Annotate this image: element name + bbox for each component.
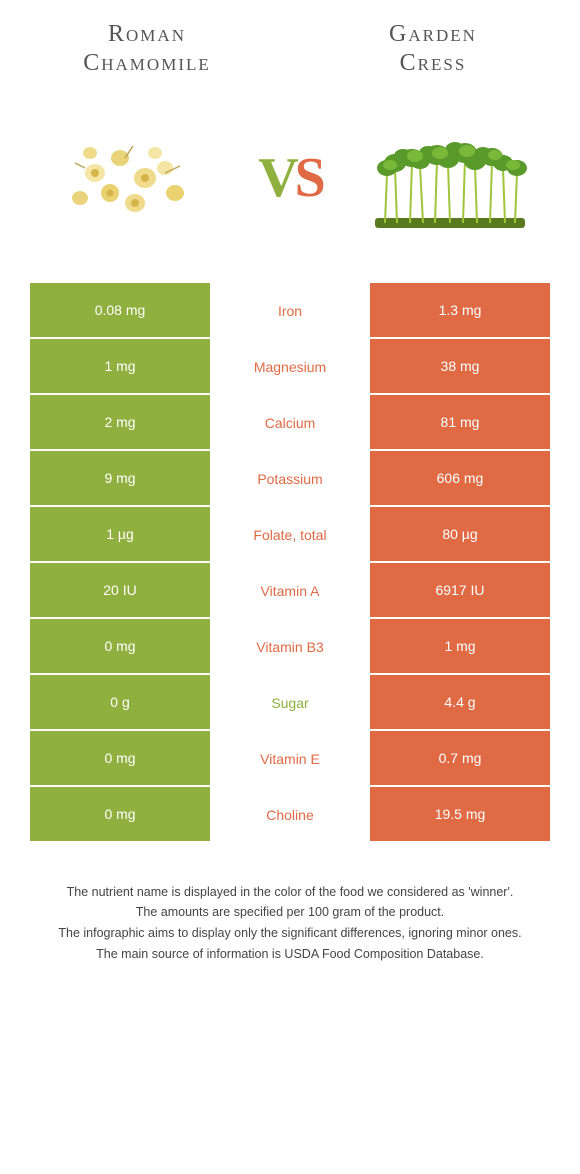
right-food-title: Garden Cress (316, 20, 550, 78)
nutrient-row: 1 µgFolate, total80 µg (30, 507, 550, 563)
left-value: 2 mg (30, 395, 210, 451)
nutrient-name: Calcium (210, 395, 370, 451)
right-value: 4.4 g (370, 675, 550, 731)
nutrient-row: 9 mgPotassium606 mg (30, 451, 550, 507)
footnote-line: The nutrient name is displayed in the co… (30, 883, 550, 902)
right-value: 1 mg (370, 619, 550, 675)
nutrient-name: Vitamin E (210, 731, 370, 787)
left-title-line1: Roman (108, 21, 186, 47)
left-value: 20 IU (30, 563, 210, 619)
left-value: 0 mg (30, 787, 210, 843)
nutrient-row: 0 gSugar4.4 g (30, 675, 550, 731)
right-value: 0.7 mg (370, 731, 550, 787)
infographic-container: Roman Chamomile Garden Cress (0, 0, 580, 986)
left-value: 0 mg (30, 619, 210, 675)
nutrient-name: Vitamin B3 (210, 619, 370, 675)
right-value: 606 mg (370, 451, 550, 507)
left-food-title: Roman Chamomile (30, 20, 264, 78)
nutrient-name: Sugar (210, 675, 370, 731)
nutrient-name: Folate, total (210, 507, 370, 563)
nutrient-row: 20 IUVitamin A6917 IU (30, 563, 550, 619)
nutrient-row: 0.08 mgIron1.3 mg (30, 283, 550, 339)
vs-label: VS (258, 146, 322, 210)
nutrient-table: 0.08 mgIron1.3 mg1 mgMagnesium38 mg2 mgC… (30, 283, 550, 843)
right-title-line2: Cress (400, 50, 467, 76)
nutrient-row: 1 mgMagnesium38 mg (30, 339, 550, 395)
right-value: 1.3 mg (370, 283, 550, 339)
left-food-image (30, 113, 230, 243)
left-value: 0 mg (30, 731, 210, 787)
titles-row: Roman Chamomile Garden Cress (30, 20, 550, 78)
right-value: 81 mg (370, 395, 550, 451)
left-value: 0.08 mg (30, 283, 210, 339)
right-value: 80 µg (370, 507, 550, 563)
nutrient-name: Iron (210, 283, 370, 339)
footnote-line: The amounts are specified per 100 gram o… (30, 903, 550, 922)
nutrient-name: Vitamin A (210, 563, 370, 619)
nutrient-row: 0 mgVitamin E0.7 mg (30, 731, 550, 787)
right-title-line1: Garden (389, 21, 477, 47)
images-row: VS (30, 108, 550, 248)
right-value: 38 mg (370, 339, 550, 395)
nutrient-row: 0 mgCholine19.5 mg (30, 787, 550, 843)
left-value: 0 g (30, 675, 210, 731)
right-value: 19.5 mg (370, 787, 550, 843)
footnote-line: The infographic aims to display only the… (30, 924, 550, 943)
left-value: 9 mg (30, 451, 210, 507)
footnotes: The nutrient name is displayed in the co… (30, 883, 550, 964)
nutrient-name: Magnesium (210, 339, 370, 395)
left-value: 1 mg (30, 339, 210, 395)
nutrient-row: 2 mgCalcium81 mg (30, 395, 550, 451)
nutrient-name: Potassium (210, 451, 370, 507)
left-title-line2: Chamomile (83, 50, 211, 76)
footnote-line: The main source of information is USDA F… (30, 945, 550, 964)
right-food-image (350, 113, 550, 243)
right-value: 6917 IU (370, 563, 550, 619)
left-value: 1 µg (30, 507, 210, 563)
nutrient-name: Choline (210, 787, 370, 843)
nutrient-row: 0 mgVitamin B31 mg (30, 619, 550, 675)
